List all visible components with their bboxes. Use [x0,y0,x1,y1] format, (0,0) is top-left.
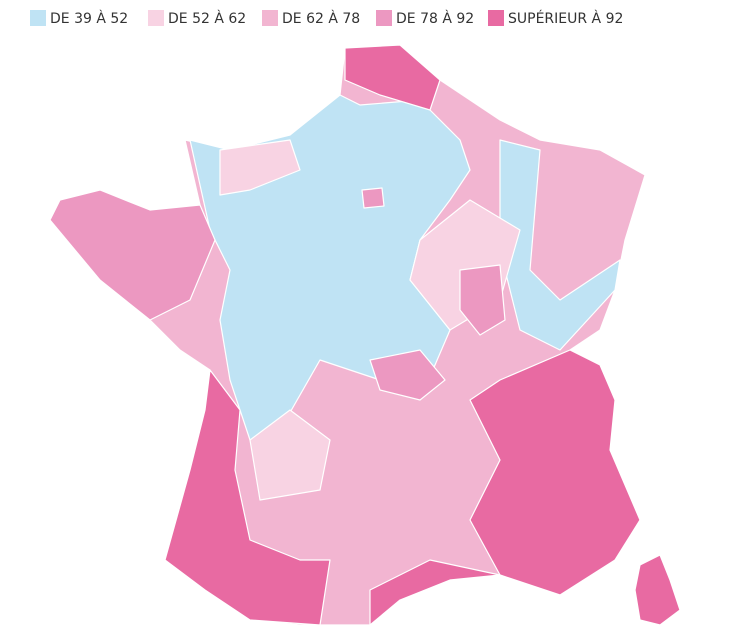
region [361,187,385,209]
region [49,189,216,321]
legend-label: DE 78 À 92 [396,10,474,27]
region [459,264,506,336]
legend-swatch [488,10,504,26]
legend: DE 39 À 52 DE 52 À 62 DE 62 À 78 DE 78 À 92… [30,10,623,27]
region [369,559,501,626]
legend-swatch [148,10,164,26]
legend-label: DE 62 À 78 [282,10,360,27]
legend-swatch [30,10,46,26]
france-map [49,44,681,626]
region [469,349,641,596]
region [219,139,301,196]
region [499,139,621,351]
region [249,409,331,501]
region [344,44,441,111]
legend-label: DE 52 À 62 [168,10,246,27]
legend-swatch [262,10,278,26]
region [369,349,446,401]
legend-label: DE 39 À 52 [50,10,128,27]
region [164,369,331,626]
legend-label: SUPÉRIEUR À 92 [508,10,623,27]
region [634,554,681,626]
legend-swatch [376,10,392,26]
